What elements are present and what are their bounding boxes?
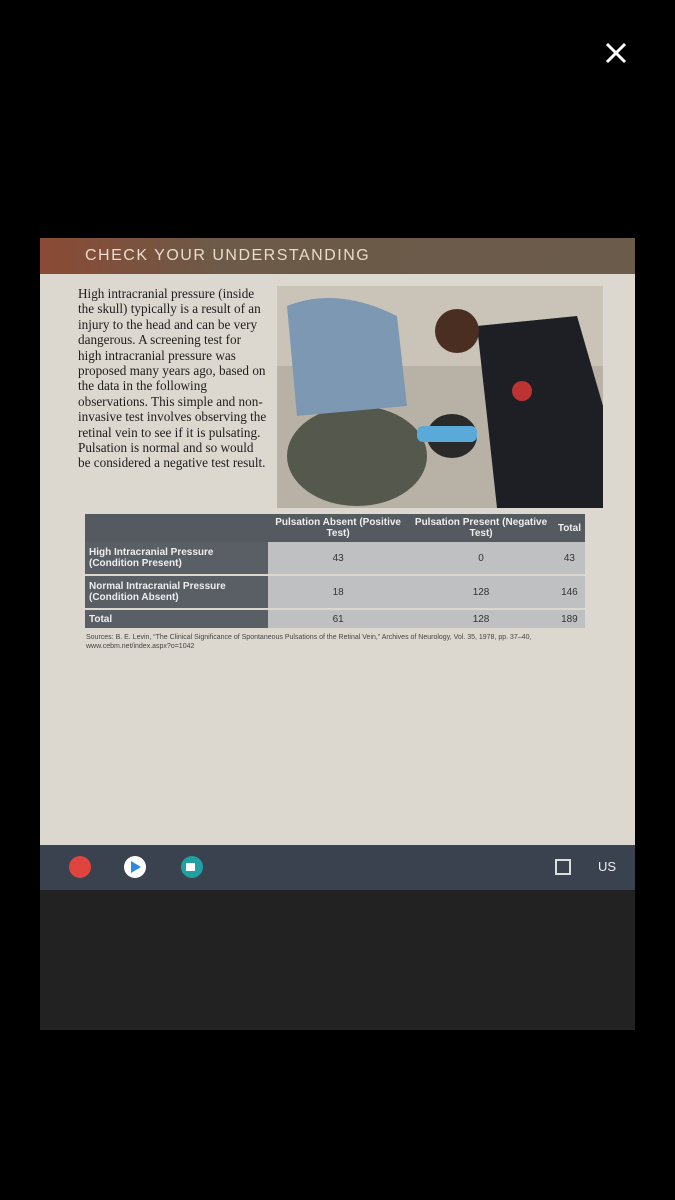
table-cell: 0 (408, 542, 554, 576)
row-header: Total (85, 609, 268, 630)
column-header: Total (553, 514, 585, 542)
table-cell: 61 (268, 609, 409, 630)
section-title: CHECK YOUR UNDERSTANDING (40, 238, 635, 274)
table-cell: 146 (553, 575, 585, 610)
content: High intracranial pressure (inside the s… (40, 274, 635, 651)
column-header: Pulsation Absent (Positive Test) (268, 514, 409, 542)
laptop-bezel (40, 890, 635, 1030)
tray-icon[interactable] (553, 857, 573, 877)
row-header: High Intracranial Pressure (Condition Pr… (85, 542, 268, 576)
table-cell: 43 (553, 542, 585, 576)
paragraph: High intracranial pressure (inside the s… (78, 286, 267, 471)
table-cell: 189 (553, 609, 585, 630)
photo (277, 286, 603, 508)
data-table: Pulsation Absent (Positive Test) Pulsatio… (85, 514, 585, 630)
screen: CHECK YOUR UNDERSTANDING High intracrani… (40, 238, 635, 890)
sources: Sources: B. E. Levin, “The Clinical Sign… (86, 634, 532, 650)
table-row: High Intracranial Pressure (Condition Pr… (85, 542, 585, 576)
table-row: Total 61 128 189 (85, 609, 585, 630)
column-header: Pulsation Present (Negative Test) (408, 514, 554, 542)
table-cell: 128 (408, 609, 554, 630)
table-cell: 43 (268, 542, 409, 576)
close-button[interactable] (603, 40, 629, 66)
table-cell: 128 (408, 575, 554, 610)
table-cell: 18 (268, 575, 409, 610)
row-header: Normal Intracranial Pressure (Condition … (85, 575, 268, 610)
language-indicator[interactable]: US (598, 859, 617, 874)
table-row: Normal Intracranial Pressure (Condition … (85, 575, 585, 610)
taskbar-icons (69, 856, 203, 878)
taskbar: US (40, 845, 635, 890)
corner-cell (85, 514, 268, 542)
